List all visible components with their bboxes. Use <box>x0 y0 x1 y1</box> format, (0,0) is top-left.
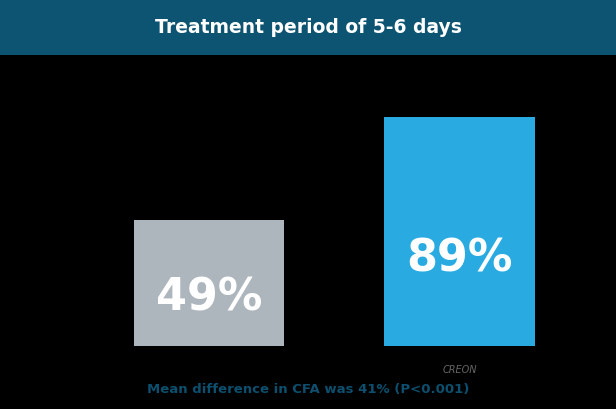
Text: 89%: 89% <box>407 237 513 280</box>
Text: CREON: CREON <box>442 365 477 375</box>
Text: Mean difference in CFA was 41% (P<0.001): Mean difference in CFA was 41% (P<0.001) <box>147 383 469 396</box>
Text: Treatment period of 5-6 days: Treatment period of 5-6 days <box>155 18 461 37</box>
Bar <box>384 117 535 346</box>
Bar <box>134 220 284 346</box>
Text: 49%: 49% <box>156 276 262 319</box>
